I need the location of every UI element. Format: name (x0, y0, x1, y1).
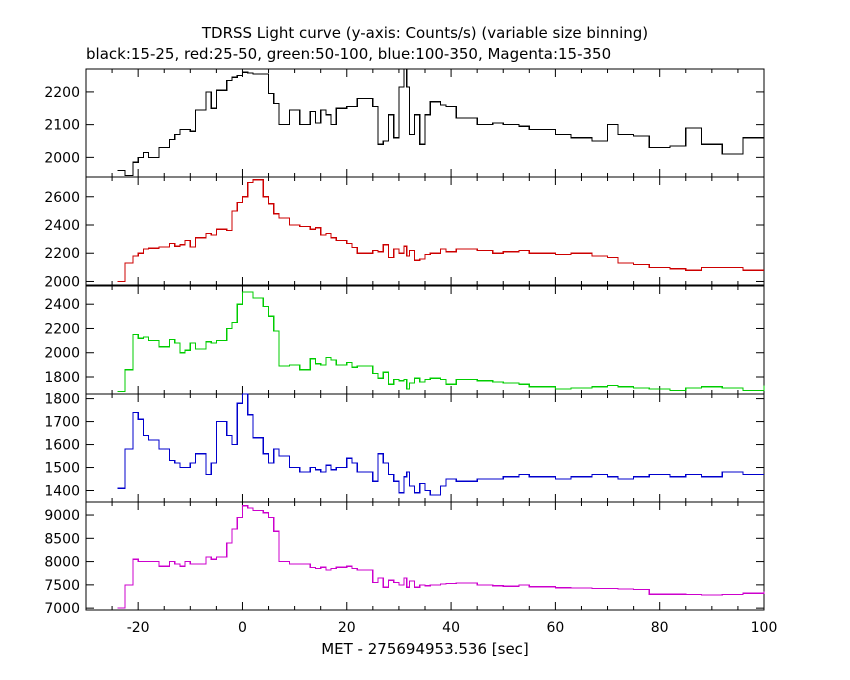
panel-blue: 1400 1500 1600 1700 1800 (44, 392, 765, 503)
y-tick-label-red-2400: 2400 (44, 218, 80, 234)
chart-title: TDRSS Light curve (y-axis: Counts/s) (va… (201, 24, 648, 42)
x-tick-label-100: 100 (751, 620, 778, 636)
y-tick-label-blue-1700: 1700 (44, 415, 80, 431)
x-tick-label-40: 40 (442, 620, 460, 636)
panels-group: 2000 2100 2200 2000 2200 2400 2600 1800 2000 2200… (44, 68, 778, 636)
x-tick-label-0: 0 (238, 620, 247, 636)
y-tick-label-black-2000: 2000 (44, 150, 80, 166)
y-tick-label-red-2200: 2200 (44, 246, 80, 262)
y-tick-label-green-2400: 2400 (44, 297, 80, 313)
y-tick-label-black-2100: 2100 (44, 118, 80, 134)
series-line-green (117, 291, 765, 393)
series-line-magenta (117, 505, 765, 609)
panel-frame-red (85, 176, 765, 286)
panel-black: 2000 2100 2200 (44, 68, 765, 178)
series-line-red (117, 179, 764, 283)
x-axis-label: MET - 275694953.536 [sec] (321, 640, 529, 658)
chart-subtitle: black:15-25, red:25-50, green:50-100, bl… (86, 45, 611, 63)
y-tick-label-magenta-8500: 8500 (44, 531, 80, 547)
y-tick-label-green-2000: 2000 (44, 346, 80, 362)
x-tick-label-20: 20 (338, 620, 356, 636)
y-tick-label-green-1800: 1800 (44, 370, 80, 386)
y-tick-label-red-2000: 2000 (44, 274, 80, 290)
y-tick-label-magenta-7500: 7500 (44, 578, 80, 594)
y-tick-label-blue-1500: 1500 (44, 461, 80, 477)
series-line-black (117, 68, 764, 176)
x-tick-label--20: -20 (127, 620, 150, 636)
y-tick-label-magenta-9000: 9000 (44, 508, 80, 524)
y-tick-label-magenta-7000: 7000 (44, 601, 80, 617)
y-tick-label-blue-1600: 1600 (44, 438, 80, 454)
panel-red: 2000 2200 2400 2600 (44, 176, 765, 290)
y-tick-label-red-2600: 2600 (44, 190, 80, 206)
series-line-blue (117, 393, 764, 496)
x-tick-label-80: 80 (651, 620, 669, 636)
y-tick-label-blue-1800: 1800 (44, 392, 80, 408)
panel-magenta: 7000 7500 8000 8500 9000 (44, 501, 765, 617)
y-tick-label-blue-1400: 1400 (44, 484, 80, 500)
y-tick-label-black-2200: 2200 (44, 85, 80, 101)
x-tick-label-60: 60 (546, 620, 564, 636)
panel-frame-green (85, 285, 765, 395)
panel-green: 1800 2000 2200 2400 (44, 285, 765, 395)
y-tick-label-green-2200: 2200 (44, 321, 80, 337)
y-tick-label-magenta-8000: 8000 (44, 555, 80, 571)
